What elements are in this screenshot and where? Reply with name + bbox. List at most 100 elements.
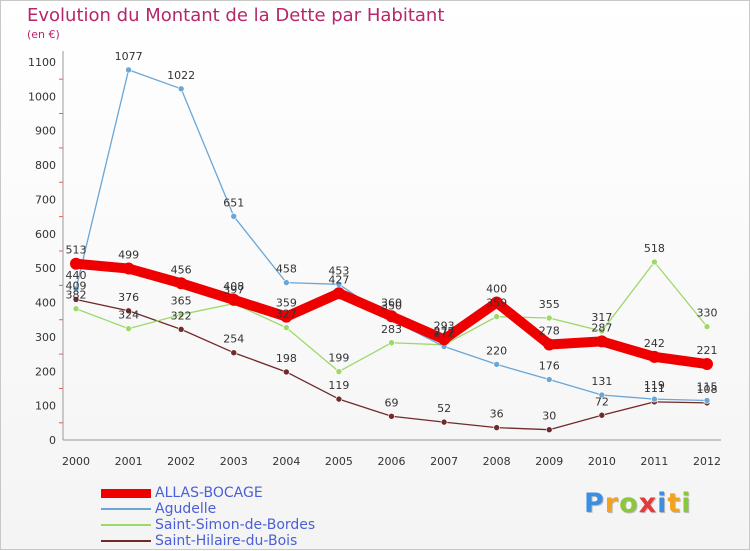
data-point bbox=[283, 324, 290, 331]
data-label: 427 bbox=[328, 273, 349, 286]
x-tick-label: 2007 bbox=[430, 455, 458, 468]
data-label: 119 bbox=[328, 379, 349, 392]
data-label: 198 bbox=[276, 352, 297, 365]
data-label: 409 bbox=[66, 279, 87, 292]
data-label: 408 bbox=[223, 280, 244, 293]
data-point bbox=[175, 277, 188, 290]
data-point bbox=[283, 368, 290, 376]
y-tick-label: 1000 bbox=[28, 90, 56, 103]
data-point bbox=[440, 418, 448, 426]
data-point bbox=[493, 361, 500, 368]
data-point bbox=[177, 311, 185, 318]
logo-letter: i bbox=[657, 488, 668, 519]
data-point bbox=[545, 314, 553, 322]
data-label: 108 bbox=[697, 383, 718, 396]
data-label: 287 bbox=[591, 321, 612, 334]
x-tick-label: 2011 bbox=[640, 455, 668, 468]
legend-swatch bbox=[101, 540, 151, 542]
logo-letter: r bbox=[604, 488, 620, 519]
proxiti-logo: Proxiti bbox=[584, 488, 692, 519]
data-point bbox=[388, 412, 395, 420]
data-label: 272 bbox=[434, 327, 455, 340]
data-point bbox=[335, 368, 343, 375]
y-tick-label: 300 bbox=[35, 331, 56, 344]
data-label: 330 bbox=[697, 307, 718, 320]
data-point bbox=[280, 310, 293, 323]
x-tick-label: 2000 bbox=[62, 455, 90, 468]
data-point bbox=[125, 66, 132, 74]
data-point bbox=[701, 358, 713, 371]
data-label: 36 bbox=[490, 408, 504, 421]
data-label: 400 bbox=[486, 283, 507, 296]
data-point bbox=[598, 411, 606, 419]
data-point bbox=[332, 287, 345, 300]
x-tick-label: 2012 bbox=[693, 455, 721, 468]
x-tick-label: 2001 bbox=[115, 455, 143, 468]
data-label: 359 bbox=[276, 297, 297, 310]
y-tick-label: 0 bbox=[49, 434, 56, 447]
data-point bbox=[72, 285, 80, 293]
legend-label: ALLAS-BOCAGE bbox=[155, 485, 263, 501]
y-tick-label: 200 bbox=[35, 365, 56, 378]
data-point bbox=[703, 323, 711, 330]
data-label: 278 bbox=[539, 324, 560, 337]
data-point bbox=[177, 85, 185, 93]
data-label: 220 bbox=[486, 344, 507, 357]
y-tick-label: 600 bbox=[35, 228, 56, 241]
data-label: 111 bbox=[644, 382, 665, 395]
data-point bbox=[543, 338, 556, 351]
data-point bbox=[648, 350, 661, 363]
data-label: 317 bbox=[591, 311, 612, 324]
data-point bbox=[227, 293, 240, 306]
data-label: 376 bbox=[118, 291, 139, 304]
data-label: 199 bbox=[328, 352, 349, 365]
data-point bbox=[72, 296, 80, 303]
data-label: 360 bbox=[381, 296, 402, 309]
logo-letter: i bbox=[681, 488, 692, 519]
data-point bbox=[493, 313, 500, 320]
data-label: 518 bbox=[644, 242, 665, 255]
data-label: 453 bbox=[328, 264, 349, 277]
data-label: 382 bbox=[66, 289, 87, 302]
data-label: 242 bbox=[644, 337, 665, 350]
legend-label: Agudelle bbox=[155, 501, 217, 517]
x-tick-label: 2005 bbox=[325, 455, 353, 468]
data-label: 293 bbox=[434, 319, 455, 332]
data-label: 176 bbox=[539, 360, 560, 373]
y-tick-label: 400 bbox=[35, 297, 56, 310]
data-point bbox=[388, 339, 395, 347]
data-point bbox=[230, 212, 238, 220]
data-point bbox=[651, 395, 658, 403]
logo-letter: t bbox=[667, 488, 682, 519]
legend-swatch bbox=[101, 524, 151, 526]
y-tick-label: 900 bbox=[35, 125, 56, 138]
legend-swatch bbox=[101, 488, 151, 498]
data-point bbox=[438, 333, 451, 346]
data-label: 355 bbox=[539, 298, 560, 311]
data-point bbox=[125, 325, 132, 332]
data-label: 322 bbox=[171, 309, 192, 322]
data-point bbox=[651, 258, 658, 266]
legend-label: Saint-Hilaire-du-Bois bbox=[155, 533, 298, 549]
y-tick-label: 700 bbox=[35, 193, 56, 206]
x-tick-label: 2004 bbox=[272, 455, 300, 468]
x-tick-label: 2009 bbox=[535, 455, 563, 468]
data-label: 277 bbox=[434, 325, 455, 338]
y-tick-label: 500 bbox=[35, 262, 56, 275]
data-point bbox=[703, 397, 711, 404]
data-label: 651 bbox=[223, 196, 244, 209]
data-label: 513 bbox=[66, 244, 87, 257]
data-point bbox=[598, 327, 606, 335]
data-point bbox=[545, 376, 553, 383]
data-point bbox=[177, 326, 185, 333]
data-point bbox=[545, 426, 553, 433]
data-point bbox=[283, 279, 290, 286]
logo-letter: x bbox=[638, 488, 658, 519]
x-tick-label: 2008 bbox=[483, 455, 511, 468]
data-point bbox=[70, 257, 82, 270]
data-label: 324 bbox=[118, 309, 139, 322]
legend-label: Saint-Simon-de-Bordes bbox=[155, 517, 316, 533]
data-label: 359 bbox=[486, 297, 507, 310]
